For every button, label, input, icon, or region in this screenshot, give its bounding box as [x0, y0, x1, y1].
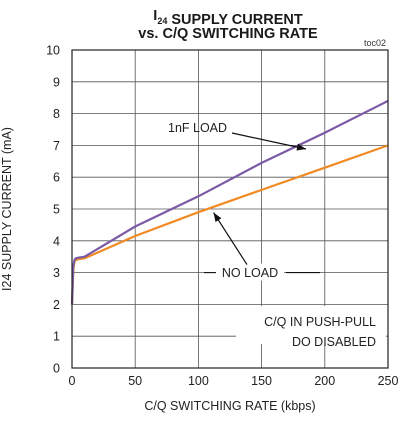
y-tick-label: 10 — [46, 44, 60, 58]
x-tick-label: 50 — [128, 374, 142, 388]
y-tick-label: 8 — [53, 107, 60, 121]
title-part: vs. C/Q SWITCHING RATE — [138, 26, 318, 42]
chart-title-line: vs. C/Q SWITCHING RATE — [138, 26, 318, 42]
y-axis-label: I24 SUPPLY CURRENT (mA) — [0, 127, 14, 291]
x-tick-label: 0 — [69, 374, 76, 388]
x-tick-label: 200 — [314, 374, 335, 388]
annotation-1nf-load-arrow-line — [231, 132, 307, 150]
y-tick-label: 7 — [53, 139, 60, 153]
series-layer — [70, 99, 389, 305]
annotation-no-load-arrow-head — [213, 212, 222, 223]
y-tick-label: 2 — [53, 298, 60, 312]
x-axis-label: C/Q SWITCHING RATE (kbps) — [144, 399, 315, 413]
annotation-1nf-load: 1nF LOAD — [168, 121, 227, 135]
note-box — [236, 305, 386, 344]
y-tick-label: 0 — [53, 362, 60, 376]
x-tick-label: 150 — [251, 374, 272, 388]
y-tick-label: 5 — [53, 203, 60, 217]
plot-frame — [71, 49, 389, 369]
axis-ticks: 0 50 100 150 200 250 0 1 2 3 4 5 6 7 8 9 10 — [46, 44, 398, 389]
x-tick-label: 250 — [378, 374, 399, 388]
x-tick-label: 100 — [188, 374, 209, 388]
y-tick-label: 6 — [53, 171, 60, 185]
annotation-1nf-load-arrow-head — [296, 143, 306, 151]
annotation-no-load-bg — [216, 263, 284, 281]
chart-title-line: I24 SUPPLY CURRENT — [153, 8, 303, 28]
title-part: SUPPLY CURRENT — [167, 12, 303, 28]
y-tick-label: 1 — [53, 330, 60, 344]
figure-code: toc02 — [364, 38, 386, 48]
annotation-no-load-arrow-line — [213, 212, 248, 265]
y-tick-label: 3 — [53, 266, 60, 280]
y-tick-label: 4 — [53, 234, 60, 248]
annotations: 1nF LOAD NO LOAD C/Q IN PUSH-PULL DO DISABL… — [168, 121, 386, 349]
grid — [72, 50, 388, 368]
note-line: C/Q IN PUSH-PULL — [264, 315, 376, 329]
title-part: I — [153, 8, 157, 24]
annotation-no-load: NO LOAD — [222, 266, 278, 280]
y-tick-label: 9 — [53, 75, 60, 89]
series-line-1nf-load — [70, 99, 389, 305]
note-line: DO DISABLED — [292, 335, 376, 349]
title-subscript: 24 — [157, 16, 167, 26]
